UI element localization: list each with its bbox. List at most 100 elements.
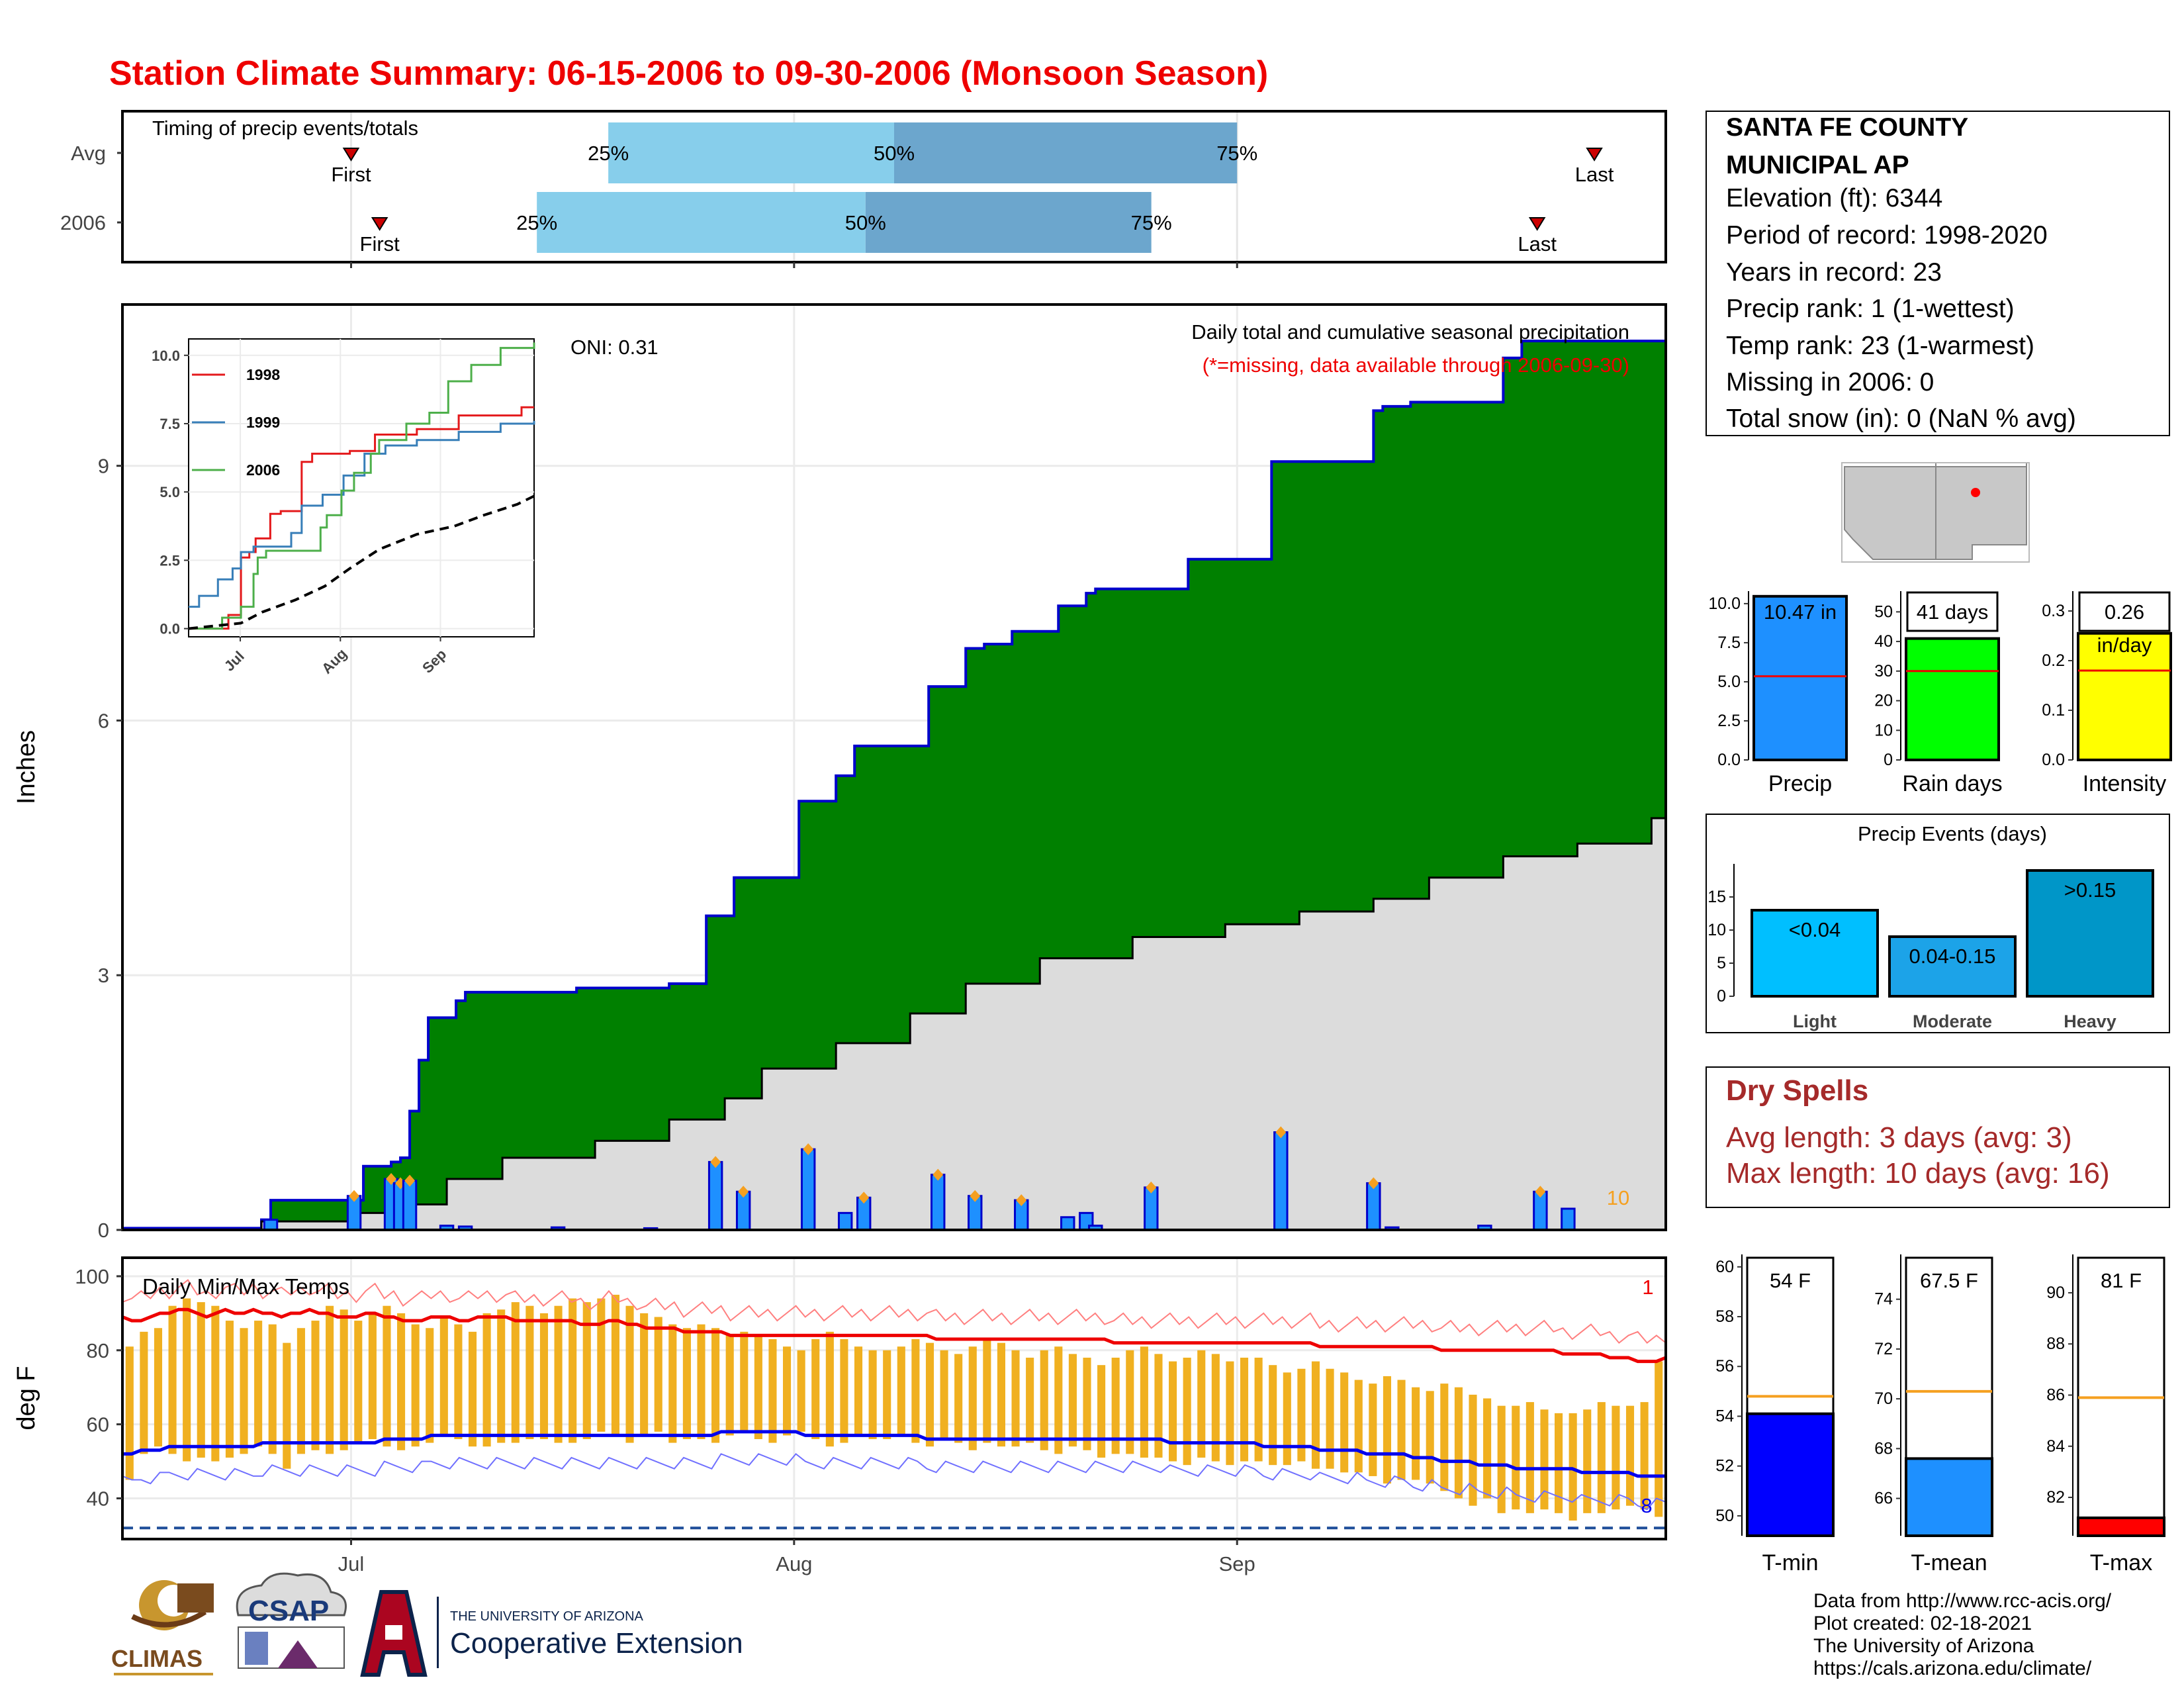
temp-range-bar — [1140, 1346, 1148, 1458]
daily-precip-bar — [1060, 1216, 1075, 1231]
temp-summary-ytick-label: 68 — [1874, 1439, 1893, 1458]
summary-ytick-label: 5.0 — [1717, 673, 1741, 691]
precip-panel-subtitle: (*=missing, data available through 2006-… — [1203, 353, 1629, 377]
summary-ytick-label: 20 — [1874, 692, 1893, 710]
temp-summary-value: 81 F — [2101, 1269, 2142, 1292]
temp-range-bar — [783, 1346, 792, 1436]
timing-last-marker — [1528, 217, 1546, 231]
temp-range-bar — [854, 1346, 863, 1436]
summary-ytick-label: 0.0 — [2042, 751, 2065, 769]
precip-corner-count: 10 — [1607, 1186, 1629, 1209]
summary-ytick-label: 40 — [1874, 632, 1893, 651]
daily-precip-marker — [386, 1173, 397, 1186]
temp-range-bar — [154, 1328, 163, 1447]
temp-summary-ytick-label: 60 — [1715, 1258, 1734, 1276]
temp-summary-ytick-label: 90 — [2046, 1284, 2065, 1302]
precip-panel: 0 3 6 9 Daily total and cumulative seasonal… — [13, 303, 1667, 1242]
temp-range-bar — [1269, 1365, 1277, 1466]
summary-bar-charts: 0.0 2.5 5.0 7.5 10.0 10.47 in Precip 0 10 20 30 40 5… — [1708, 591, 2172, 796]
temp-range-bar — [868, 1350, 877, 1440]
climas-logo-swoosh — [131, 1609, 207, 1628]
temp-range-bar — [825, 1331, 834, 1447]
temp-summary-ytick-label: 66 — [1874, 1489, 1893, 1508]
temp-range-bar — [1569, 1413, 1577, 1521]
temp-range-bar — [254, 1321, 263, 1447]
temp-range-bar — [1469, 1394, 1477, 1506]
station-snow: Total snow (in): 0 (NaN % avg) — [1726, 404, 2076, 433]
temp-lines — [122, 1279, 1666, 1511]
temp-range-bar — [625, 1305, 634, 1443]
temp-panel-frame — [121, 1256, 1667, 1540]
timing-row-Avg: Avg 25% 50% 75% First Last — [71, 122, 1614, 186]
temp-summary-t-max: 82 84 86 88 90 81 F T-max — [2046, 1254, 2165, 1575]
summary-ytick-label: 30 — [1874, 662, 1893, 680]
temp-summary-ytick-label: 84 — [2046, 1437, 2065, 1456]
summary-chart-rain-days: 0 10 20 30 40 50 41 days Rain days — [1874, 591, 2003, 796]
precip-panel-title: Daily total and cumulative seasonal prec… — [1191, 320, 1629, 344]
temp-ytick-label: 60 — [87, 1413, 109, 1436]
timing-last-label: Last — [1575, 163, 1614, 186]
x-tick-label: Aug — [776, 1552, 812, 1575]
daily-precip-bar — [1366, 1182, 1381, 1231]
temp-range-bar — [1068, 1354, 1077, 1447]
temp-range-bar — [1183, 1357, 1191, 1466]
temp-range-bar — [1383, 1376, 1391, 1484]
daily-precip-bar — [800, 1148, 816, 1231]
ua-line1: THE UNIVERSITY OF ARIZONA — [450, 1609, 644, 1624]
temp-ytick-label: 80 — [87, 1339, 109, 1362]
temp-summary-t-min: 50 52 54 56 58 60 54 F T-min — [1715, 1254, 1835, 1575]
csap-logo-text: CSAP — [248, 1595, 329, 1627]
timing-first-marker — [342, 148, 360, 162]
temp-summary-bar — [2077, 1516, 2165, 1538]
daily-precip-bar — [1273, 1131, 1289, 1231]
events-bar-value: 0.04-0.15 — [1909, 945, 1996, 968]
temp-range-bar — [740, 1331, 749, 1432]
station-name-line1: SANTA FE COUNTY — [1726, 113, 1968, 142]
summary-category-label: Precip — [1768, 771, 1832, 796]
temp-range-bar — [1583, 1409, 1592, 1513]
temp-range-bar — [1054, 1346, 1063, 1454]
temp-range-bar — [940, 1350, 948, 1440]
temp-cold-count: 8 — [1641, 1494, 1652, 1517]
inset-ytick-label: 5.0 — [159, 484, 180, 500]
temp-range-bar — [640, 1313, 649, 1436]
temp-range-bar — [482, 1313, 491, 1447]
daily-precip-marker — [349, 1190, 360, 1202]
daily-precip-bar — [1561, 1207, 1576, 1231]
inset-legend-label: 1998 — [246, 366, 280, 383]
precip-ytick-label: 0 — [98, 1219, 109, 1242]
temp-range-bar — [925, 1342, 934, 1447]
daily-precip-bar — [263, 1219, 279, 1231]
summary-value-bar — [1752, 594, 1848, 762]
daily-precip-marker — [404, 1174, 416, 1187]
temp-range-bar — [1154, 1354, 1163, 1458]
temp-range-bar — [511, 1302, 520, 1443]
university-of-arizona-logo: THE UNIVERSITY OF ARIZONA Cooperative Ex… — [360, 1590, 743, 1677]
temp-summary-ytick-label: 54 — [1715, 1407, 1734, 1425]
events-bar-light — [1751, 909, 1879, 998]
temp-range-bar — [682, 1328, 691, 1440]
temp-summary-label: T-min — [1762, 1550, 1819, 1575]
events-chart: 0 5 10 15 <0.04 Light 0.04-0.15 Moderate >0.15 He… — [1707, 864, 2154, 1031]
timing-label-50: 50% — [845, 211, 886, 234]
temp-range-bar — [1412, 1387, 1420, 1480]
station-temp-rank: Temp rank: 23 (1-warmest) — [1726, 332, 2034, 360]
timing-row-label: Avg — [71, 142, 106, 165]
temp-range-bar — [611, 1294, 619, 1436]
dry-spells-max: Max length: 10 days (avg: 16) — [1726, 1157, 2110, 1190]
temp-range-bar — [569, 1298, 577, 1443]
temp-range-bar — [1011, 1350, 1020, 1447]
temp-summary-label: T-mean — [1911, 1550, 1987, 1575]
temp-range-bar — [968, 1346, 977, 1450]
station-info-box: SANTA FE COUNTY MUNICIPAL AP Elevation (… — [1706, 111, 2170, 436]
temp-range-bar — [1111, 1357, 1120, 1454]
daily-precip-bar — [837, 1211, 853, 1231]
csap-grid — [245, 1632, 268, 1665]
inset-legend-label: 1999 — [246, 414, 280, 431]
temp-range-bar — [654, 1317, 662, 1432]
temp-range-bar — [1426, 1391, 1434, 1484]
inset-lines — [188, 342, 535, 630]
temp-range-bar — [1369, 1383, 1377, 1476]
precip-daily-bars — [263, 1126, 1576, 1231]
temp-range-bar — [1340, 1372, 1349, 1473]
